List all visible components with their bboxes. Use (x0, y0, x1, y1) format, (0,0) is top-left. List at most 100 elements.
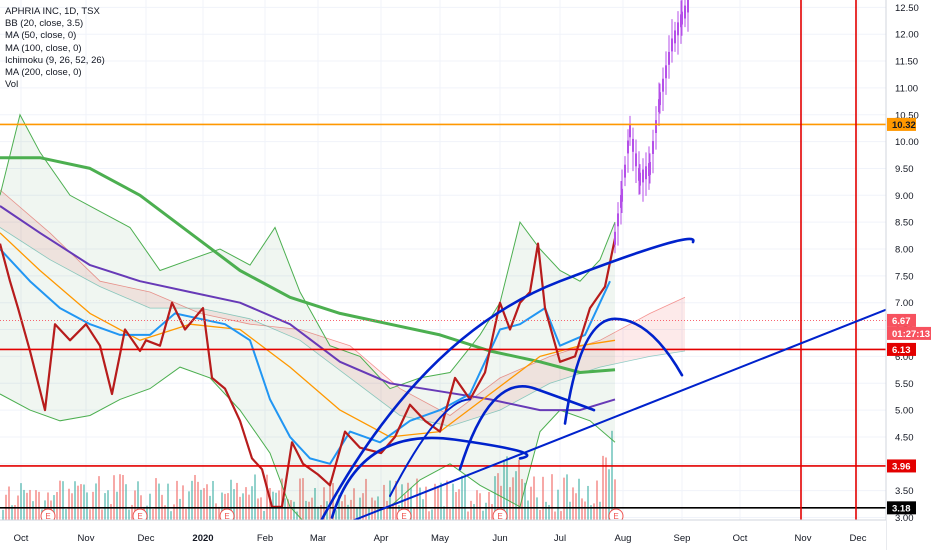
breakout-candle (617, 213, 619, 227)
volume-bar (227, 493, 229, 520)
volume-bar (8, 486, 10, 520)
volume-bar (503, 459, 505, 520)
volume-bar (587, 485, 589, 520)
volume-bar (509, 487, 511, 520)
earnings-marker-label: E (224, 512, 229, 521)
volume-bar (437, 487, 439, 520)
volume-bar (611, 430, 613, 520)
volume-bar (575, 493, 577, 520)
x-tick-label: Oct (14, 533, 29, 544)
breakout-candle (632, 138, 634, 152)
volume-bar (191, 480, 193, 520)
volume-bar (518, 459, 520, 520)
breakout-candle (662, 78, 664, 92)
volume-bar (440, 482, 442, 520)
x-tick-label: Mar (310, 533, 326, 544)
volume-bar (62, 481, 64, 520)
arc-2 (458, 385, 596, 471)
volume-bar (572, 487, 574, 520)
volume-bar (374, 500, 376, 520)
volume-bar (104, 493, 106, 520)
y-tick-label: 9.00 (895, 191, 914, 202)
moving-averages (0, 156, 616, 465)
x-tick-label: Aug (615, 533, 632, 544)
volume-bar (302, 478, 304, 520)
volume-bar (497, 473, 499, 520)
drawing-tools[interactable] (318, 237, 887, 525)
volume-bar (386, 500, 388, 520)
breakout-candle (627, 140, 629, 154)
price-tag: 10.32 (892, 120, 916, 131)
volume-bar (125, 484, 127, 520)
volume-bar (290, 500, 292, 520)
volume-bar (329, 480, 331, 520)
volume-bar (11, 505, 13, 520)
volume-bar (224, 493, 226, 520)
horizontal-levels[interactable] (0, 123, 886, 509)
volume-bar (236, 482, 238, 520)
vertical-levels[interactable] (800, 0, 857, 520)
grid (0, 0, 886, 520)
breakout-candle (677, 22, 679, 36)
x-tick-label: Dec (850, 533, 867, 544)
volume-bar (383, 484, 385, 520)
earnings-marker-label: E (613, 512, 618, 521)
arc-3 (563, 317, 684, 425)
volume-bar (116, 491, 118, 520)
volume-bar (551, 474, 553, 520)
volume-bar (353, 488, 355, 520)
volume-bar (584, 501, 586, 520)
volume-bar (554, 511, 556, 520)
breakout-candle (629, 124, 631, 138)
y-tick-label: 6.00 (895, 352, 914, 363)
breakout-candle (687, 0, 689, 13)
volume-bar (134, 490, 136, 520)
volume-bar (206, 484, 208, 520)
volume-bar (389, 480, 391, 520)
x-tick-label: Jul (554, 533, 566, 544)
y-tick-label: 8.50 (895, 218, 914, 229)
volume-bar (548, 504, 550, 520)
price-tags: 10.32 6.67 01:27:13 6.13 3.96 3.18 (887, 117, 931, 515)
volume-bar (38, 491, 40, 520)
volume-bar (605, 457, 607, 520)
volume-bar (77, 485, 79, 520)
y-tick-label: 7.50 (895, 271, 914, 282)
earnings-marker-label: E (497, 512, 502, 521)
volume-bar (89, 509, 91, 520)
breakout-candle (652, 141, 654, 154)
x-tick-label: Apr (374, 533, 389, 544)
price-tag: 6.13 (892, 345, 911, 356)
volume-bar (212, 480, 214, 520)
volume-bar (35, 490, 37, 520)
volume-bar (557, 489, 559, 520)
volume-bar (176, 480, 178, 520)
volume-bar (155, 478, 157, 520)
volume-bar (530, 486, 532, 520)
volume-bar (599, 501, 601, 520)
breakout-candle (621, 188, 623, 202)
volume-bar (68, 488, 70, 520)
volume-bar (20, 483, 22, 520)
volume-bar (458, 489, 460, 520)
volume-bar (407, 482, 409, 520)
breakout-candle (681, 11, 683, 25)
volume-bar (488, 491, 490, 520)
volume-bar (314, 487, 316, 520)
x-tick-label: Sep (674, 533, 691, 544)
volume-bar (365, 478, 367, 520)
price-tag: 3.96 (892, 461, 911, 472)
x-tick-label: Nov (795, 533, 812, 544)
volume-bar (380, 509, 382, 520)
volume-bar (281, 478, 283, 520)
volume-bar (470, 500, 472, 520)
volume-bar (95, 483, 97, 520)
volume-bar (80, 484, 82, 520)
bb-upper (0, 113, 616, 390)
volume-bar (476, 490, 478, 520)
breakout-candle (614, 231, 616, 245)
volume-bar (137, 481, 139, 520)
volume-bar (425, 486, 427, 520)
